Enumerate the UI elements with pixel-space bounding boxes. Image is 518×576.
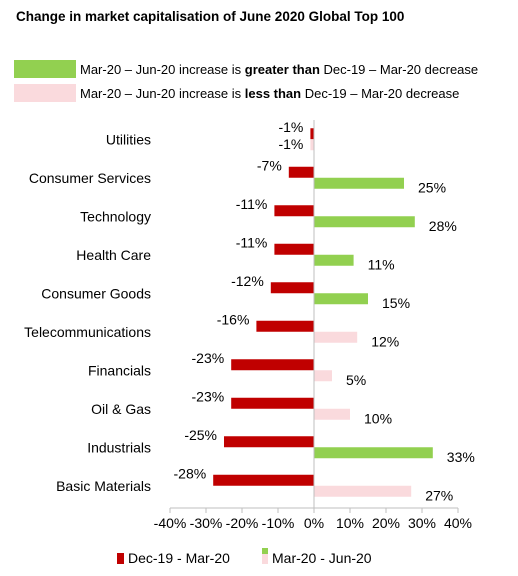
bar-dec-mar-basic-materials [213, 474, 314, 486]
category-label-consumer-goods: Consumer Goods [41, 285, 151, 301]
bar-mar-jun-financials [314, 370, 332, 382]
bar-dec-mar-consumer-goods [270, 282, 314, 294]
category-label-technology: Technology [80, 208, 151, 224]
legend-swatch-mar-jun-greater [262, 548, 268, 554]
category-label-utilities: Utilities [106, 131, 151, 147]
category-label-basic-materials: Basic Materials [56, 478, 151, 494]
bar-dec-mar-industrials [224, 436, 314, 448]
bar-mar-jun-consumer-services [314, 177, 404, 189]
data-label-dec-mar-telecommunications: -16% [217, 311, 250, 327]
data-label-dec-mar-health-care: -11% [236, 234, 268, 250]
note-less-text: Mar-20 – Jun-20 increase is less than De… [80, 85, 460, 101]
bar-dec-mar-financials [231, 359, 314, 371]
data-label-mar-jun-telecommunications: 12% [371, 333, 399, 349]
bar-mar-jun-utilities [310, 139, 314, 151]
bar-mar-jun-industrials [314, 447, 433, 459]
bar-mar-jun-telecommunications [314, 331, 358, 343]
data-label-dec-mar-technology: -11% [236, 196, 268, 212]
data-label-dec-mar-oil-and-gas: -23% [192, 388, 225, 404]
data-label-mar-jun-industrials: 33% [447, 449, 475, 465]
data-label-dec-mar-industrials: -25% [184, 427, 217, 443]
note-greater-swatch [14, 60, 76, 78]
x-tick-label-2: -20% [226, 515, 259, 531]
bar-dec-mar-consumer-services [288, 166, 314, 178]
legend-swatch-mar-jun-less [262, 554, 268, 564]
x-tick-label-7: 30% [408, 515, 436, 531]
bar-dec-mar-telecommunications [256, 320, 314, 332]
category-label-financials: Financials [88, 362, 151, 378]
data-label-mar-jun-oil-and-gas: 10% [364, 410, 392, 426]
bar-mar-jun-technology [314, 216, 415, 228]
legend-label-mar-jun: Mar-20 - Jun-20 [272, 550, 372, 566]
bar-dec-mar-health-care [274, 243, 314, 255]
data-label-mar-jun-basic-materials: 27% [425, 487, 453, 503]
legend-label-dec-mar: Dec-19 - Mar-20 [128, 550, 230, 566]
category-label-telecommunications: Telecommunications [24, 324, 151, 340]
note-less: Mar-20 – Jun-20 increase is less than De… [14, 84, 459, 102]
legend-swatch-dec-mar [117, 553, 124, 564]
data-label-mar-jun-consumer-services: 25% [418, 179, 446, 195]
note-greater-text: Mar-20 – Jun-20 increase is greater than… [80, 61, 479, 77]
category-label-oil-and-gas: Oil & Gas [91, 401, 151, 417]
note-greater: Mar-20 – Jun-20 increase is greater than… [14, 60, 478, 78]
chart-title: Change in market capitalisation of June … [16, 9, 405, 24]
data-label-mar-jun-financials: 5% [346, 372, 366, 388]
data-label-dec-mar-financials: -23% [192, 350, 225, 366]
bar-dec-mar-oil-and-gas [231, 397, 314, 409]
bar-dec-mar-utilities [310, 128, 314, 140]
x-tick-label-4: 0% [304, 515, 324, 531]
bar-mar-jun-consumer-goods [314, 293, 368, 305]
data-label-dec-mar-consumer-services: -7% [257, 157, 282, 173]
note-less-swatch [14, 84, 76, 102]
data-label-dec-mar-utilities: -1% [278, 119, 303, 135]
data-label-dec-mar-consumer-goods: -12% [231, 273, 264, 289]
bar-mar-jun-oil-and-gas [314, 408, 350, 420]
category-label-health-care: Health Care [76, 247, 151, 263]
x-tick-label-8: 40% [444, 515, 472, 531]
bar-mar-jun-health-care [314, 254, 354, 266]
data-label-mar-jun-consumer-goods: 15% [382, 295, 410, 311]
category-label-consumer-services: Consumer Services [29, 170, 151, 186]
x-tick-label-3: -10% [262, 515, 295, 531]
data-label-mar-jun-utilities: -1% [278, 136, 303, 152]
x-tick-label-5: 10% [336, 515, 364, 531]
data-label-mar-jun-health-care: 11% [368, 256, 395, 272]
x-tick-label-6: 20% [372, 515, 400, 531]
x-tick-label-0: -40% [154, 515, 187, 531]
x-tick-label-1: -30% [190, 515, 223, 531]
bar-dec-mar-technology [274, 205, 314, 217]
data-label-dec-mar-basic-materials: -28% [174, 465, 207, 481]
data-label-mar-jun-technology: 28% [429, 218, 457, 234]
bar-mar-jun-basic-materials [314, 485, 412, 497]
category-label-industrials: Industrials [87, 439, 151, 455]
